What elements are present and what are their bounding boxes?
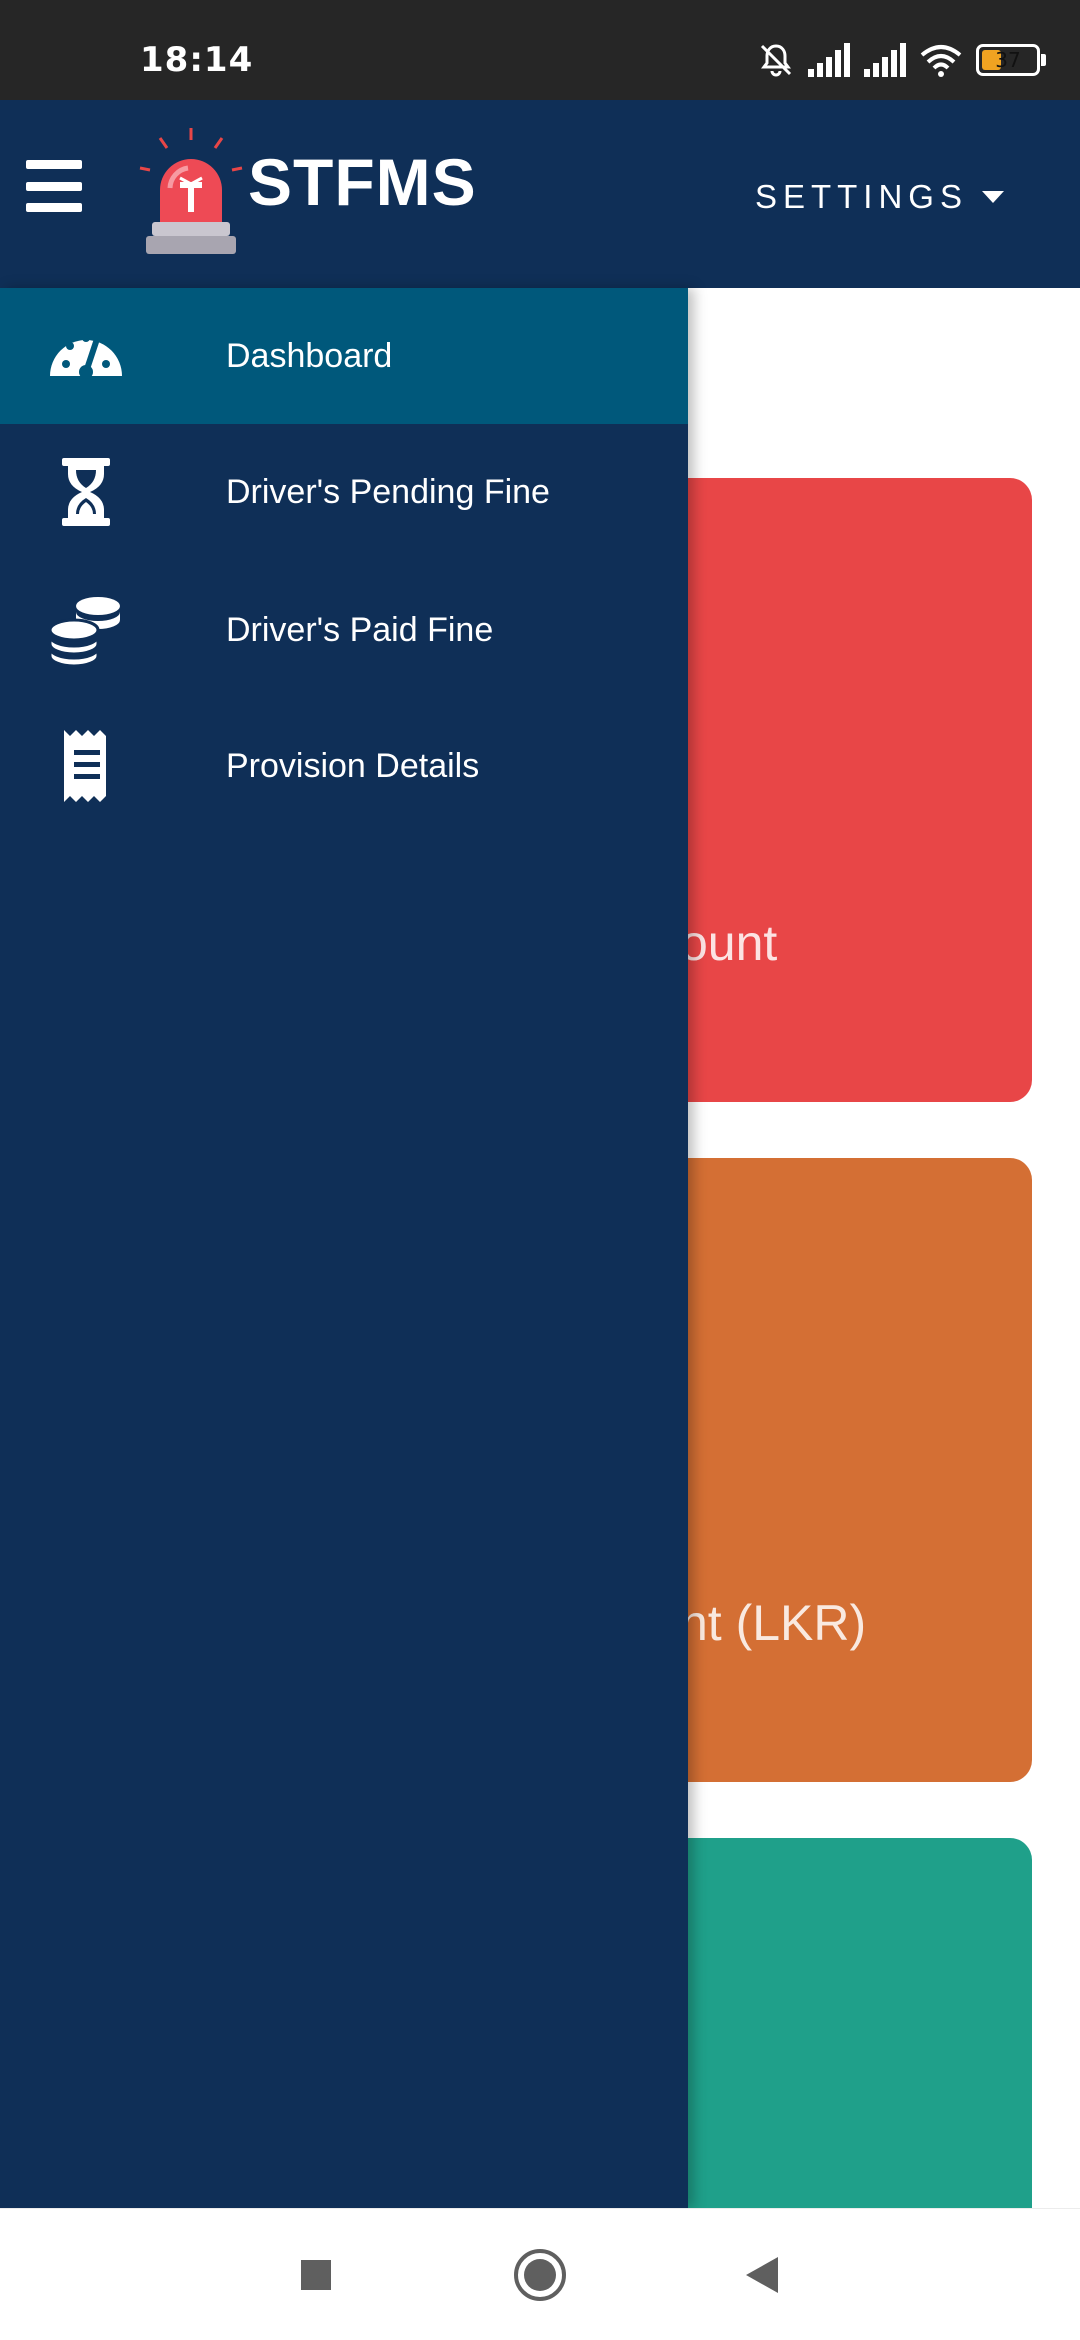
coins-icon [48, 597, 120, 668]
signal-icon [864, 43, 906, 77]
drawer-item-label: Driver's Paid Fine [226, 610, 494, 649]
caret-down-icon [982, 191, 1004, 203]
status-icons: 37 [758, 40, 1046, 80]
battery-level: 37 [995, 48, 1021, 72]
dashboard-content: ount nt (LKR) [0, 288, 1080, 2258]
status-time: 18:14 [140, 40, 254, 80]
wifi-icon [920, 45, 962, 77]
app-header: STFMS SETTINGS [0, 100, 1080, 288]
battery-icon: 37 [976, 44, 1046, 76]
system-navigation-bar [0, 2208, 1080, 2340]
settings-dropdown[interactable]: SETTINGS [755, 178, 1004, 216]
drawer-item-label: Driver's Pending Fine [226, 472, 550, 511]
brand-title: STFMS [248, 145, 477, 219]
dashboard-gauge-icon [50, 334, 122, 379]
stat-card-red[interactable]: ount [640, 478, 1032, 1102]
settings-label: SETTINGS [754, 178, 968, 215]
drawer-item-label: Provision Details [226, 746, 480, 785]
hourglass-icon [62, 458, 110, 526]
receipt-icon [64, 730, 106, 802]
drawer-item-paid-fine[interactable]: Driver's Paid Fine [0, 562, 688, 698]
card-label: nt (LKR) [680, 1595, 867, 1651]
back-triangle-icon[interactable] [734, 2245, 794, 2305]
stat-card-teal[interactable] [640, 1838, 1032, 2258]
siren-logo-icon [139, 128, 243, 254]
drawer-item-provision-details[interactable]: Provision Details [0, 698, 688, 834]
card-label: ount [680, 915, 778, 971]
drawer-item-dashboard[interactable]: Dashboard [0, 288, 688, 424]
signal-icon [808, 43, 850, 77]
hamburger-menu-icon[interactable] [26, 160, 82, 212]
drawer-item-pending-fine[interactable]: Driver's Pending Fine [0, 424, 688, 560]
stat-card-orange[interactable]: nt (LKR) [640, 1158, 1032, 1782]
home-circle-icon[interactable] [510, 2245, 570, 2305]
drawer-item-label: Dashboard [226, 336, 393, 375]
status-bar: 18:14 37 [0, 0, 1080, 100]
bell-muted-icon [760, 44, 792, 77]
navigation-drawer: Dashboard Driver's Pending Fine Driver's… [0, 288, 688, 2208]
recents-square-icon[interactable] [286, 2245, 346, 2305]
